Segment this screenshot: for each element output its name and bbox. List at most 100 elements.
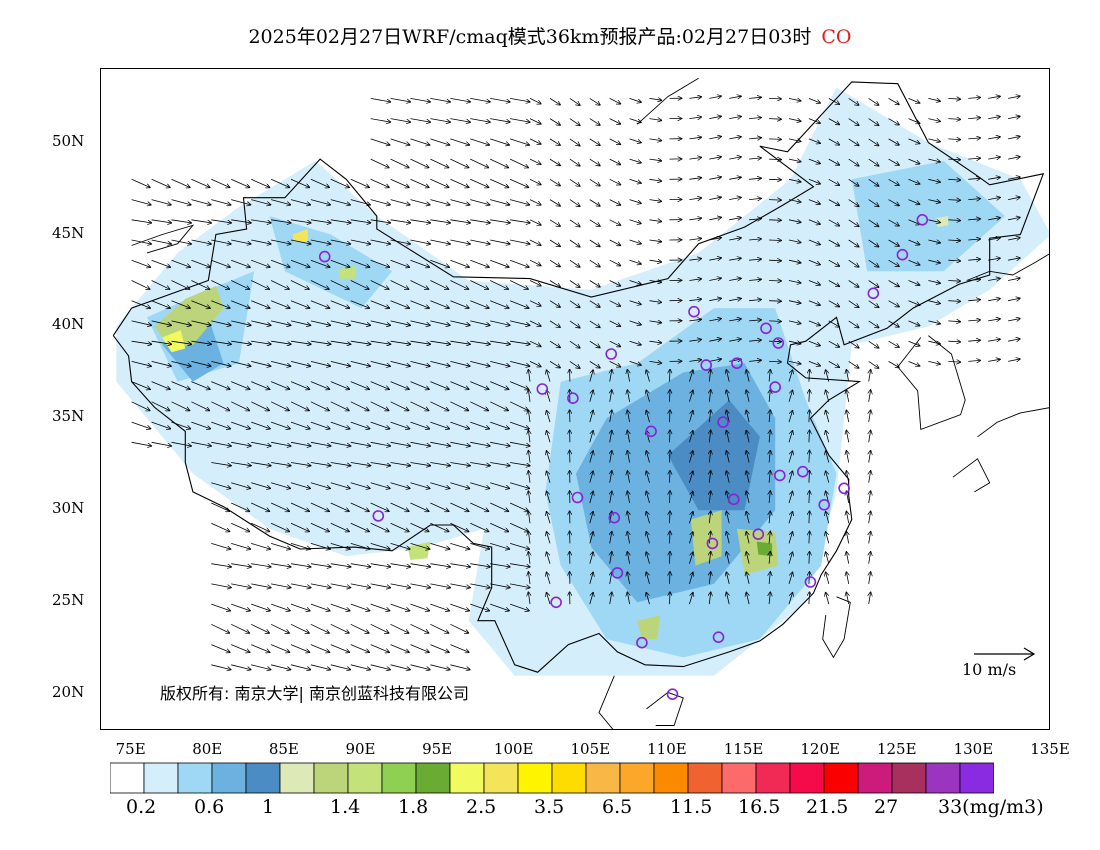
wind-vector bbox=[808, 199, 820, 204]
wind-vector bbox=[271, 583, 291, 588]
wind-vector bbox=[470, 239, 490, 244]
wind-vector bbox=[211, 421, 230, 429]
wind-vector bbox=[828, 320, 840, 327]
wind-vector bbox=[310, 320, 331, 325]
wind-vector bbox=[390, 138, 410, 145]
wind-vector bbox=[809, 430, 810, 443]
wind-vector bbox=[270, 502, 289, 511]
wind-vector bbox=[888, 98, 899, 104]
wind-vector bbox=[251, 462, 271, 466]
city-station-marker bbox=[896, 248, 909, 261]
city-station-marker bbox=[727, 493, 740, 506]
colorbar-tick-label: 1 bbox=[262, 796, 275, 818]
wind-vector bbox=[490, 138, 509, 145]
wind-vector bbox=[251, 178, 269, 187]
wind-vector bbox=[1008, 197, 1020, 199]
wind-vector bbox=[509, 280, 528, 290]
wind-vector bbox=[670, 511, 671, 524]
wind-vector bbox=[430, 138, 449, 145]
wind-vector bbox=[370, 502, 389, 511]
wind-vector bbox=[350, 381, 369, 390]
wind-vector bbox=[709, 96, 721, 98]
wind-vector bbox=[547, 471, 551, 483]
wind-vector bbox=[450, 138, 469, 145]
wind-vector bbox=[908, 280, 920, 286]
concentration-patch bbox=[851, 160, 1005, 272]
wind-vector bbox=[270, 522, 289, 531]
city-station-marker bbox=[571, 491, 584, 504]
wind-vector bbox=[609, 300, 621, 306]
wind-vector bbox=[370, 381, 389, 390]
wind-vector bbox=[868, 178, 879, 186]
wind-vector bbox=[310, 361, 330, 366]
wind-vector bbox=[689, 117, 701, 119]
station-marker-layer bbox=[318, 214, 929, 701]
wind-vector bbox=[868, 118, 879, 126]
wind-vector bbox=[908, 199, 920, 205]
wind-vector bbox=[809, 592, 810, 605]
city-station-marker bbox=[706, 537, 719, 550]
wind-vector bbox=[370, 259, 390, 267]
wind-vector bbox=[390, 522, 409, 531]
wind-vector bbox=[888, 118, 899, 125]
wind-vector bbox=[868, 219, 879, 227]
wind-vector bbox=[746, 471, 749, 483]
wind-vector bbox=[211, 280, 229, 290]
wind-vector bbox=[968, 158, 980, 159]
wind-vector bbox=[390, 543, 410, 549]
wind-vector bbox=[569, 280, 580, 288]
wind-vector bbox=[390, 219, 411, 223]
wind-vector bbox=[350, 502, 369, 511]
wind-vector bbox=[350, 482, 370, 489]
wind-vector bbox=[270, 199, 290, 205]
wind-vector bbox=[490, 441, 510, 446]
wind-vector bbox=[290, 623, 309, 633]
wind-vector bbox=[470, 421, 489, 429]
wind-vector bbox=[868, 300, 879, 308]
wind-vector bbox=[746, 491, 749, 504]
wind-vector bbox=[627, 491, 629, 504]
wind-vector bbox=[410, 603, 430, 611]
wind-vector bbox=[370, 644, 389, 653]
wind-vector bbox=[828, 158, 840, 165]
wind-vector bbox=[390, 441, 411, 446]
city-station-marker bbox=[752, 528, 765, 541]
wind-vector bbox=[330, 361, 351, 366]
wind-vector bbox=[490, 563, 510, 567]
wind-vector bbox=[689, 340, 701, 342]
wind-vector bbox=[749, 97, 761, 98]
wind-vector bbox=[589, 118, 600, 126]
wind-vector bbox=[549, 219, 560, 226]
wind-vector bbox=[370, 340, 391, 344]
wind-vector bbox=[749, 239, 761, 240]
wind-vector bbox=[569, 118, 580, 126]
wind-vector bbox=[689, 532, 693, 544]
wind-vector bbox=[869, 431, 871, 443]
wind-vector bbox=[908, 138, 920, 144]
wind-vector bbox=[908, 361, 920, 366]
wind-vector bbox=[769, 451, 770, 463]
longitude-label: 115E bbox=[723, 740, 764, 758]
wind-vector bbox=[490, 199, 509, 205]
wind-vector bbox=[271, 320, 291, 325]
wind-vector bbox=[848, 320, 859, 328]
wind-vector bbox=[610, 592, 612, 605]
wind-vector bbox=[510, 441, 530, 446]
wind-vector bbox=[589, 411, 593, 423]
wind-vector bbox=[788, 431, 793, 443]
wind-vector bbox=[430, 300, 449, 308]
wind-vector bbox=[729, 197, 741, 199]
wind-vector bbox=[370, 441, 391, 446]
city-station-marker bbox=[916, 214, 929, 226]
wind-vector bbox=[746, 572, 749, 584]
wind-vector bbox=[470, 563, 490, 567]
wind-vector bbox=[928, 98, 940, 101]
colorbar-swatch bbox=[653, 762, 689, 794]
wind-vector bbox=[529, 361, 541, 366]
wind-vector bbox=[709, 390, 710, 402]
wind-vector bbox=[370, 482, 390, 489]
wind-vector bbox=[191, 199, 210, 205]
wind-vector bbox=[290, 381, 309, 390]
wind-vector bbox=[490, 98, 510, 102]
colorbar-tick-label: 1.4 bbox=[330, 796, 361, 818]
